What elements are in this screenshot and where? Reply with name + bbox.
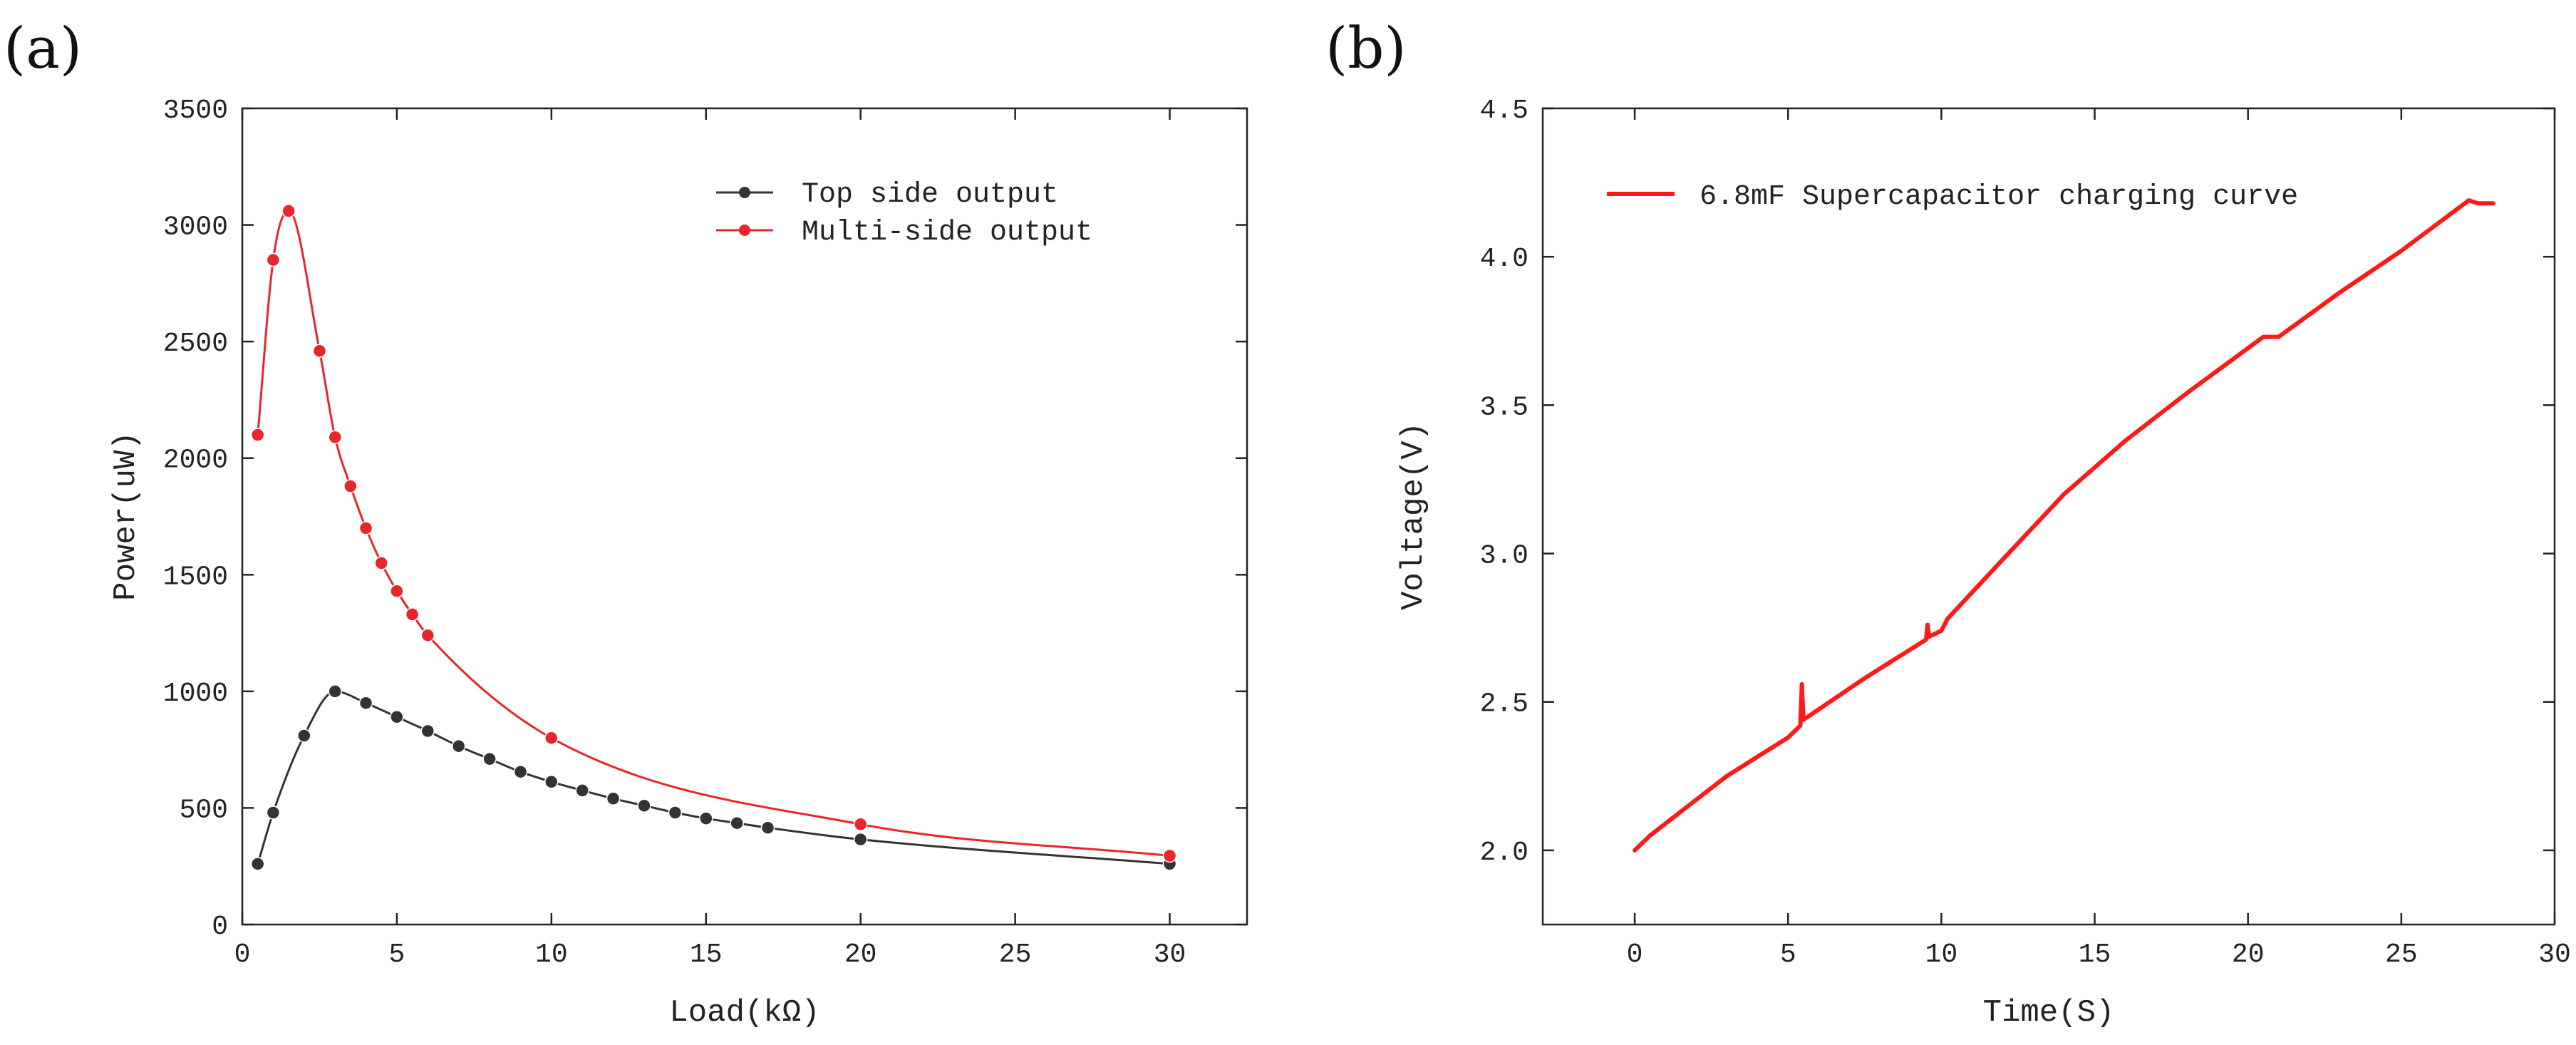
chart-a-power-vs-load: 0 5 10 15 20 25 30 0 500 1000 1500 2000 2500 3000 3500… <box>108 96 1248 1031</box>
chart-a-series-0-point-2 <box>297 729 311 743</box>
chart-b-ticks: 0 5 10 15 20 25 30 2.0 2.5 3.0 3.5 4.0 4.5 <box>1480 96 2571 970</box>
chart-b-xlabel: Time(S) <box>1983 995 2115 1031</box>
chart-a-series-1-point-6 <box>358 521 373 535</box>
chart-a-series-1-point-8 <box>390 584 404 598</box>
chart-b-ylabel: Voltage(V) <box>1396 422 1432 610</box>
legend-label-top-side: Top side output <box>802 179 1058 211</box>
chart-b-ytick-label-4: 4.0 <box>1480 244 1528 274</box>
chart-a-series-0-point-12 <box>606 791 621 806</box>
legend-marker-top-side <box>739 187 750 198</box>
chart-a-series-0-point-0 <box>250 857 265 871</box>
panel-a-label: (a) <box>4 15 82 81</box>
chart-b-ytick-label-5: 4.5 <box>1480 96 1528 126</box>
chart-a-ytick-label-3: 1500 <box>163 562 228 592</box>
chart-a-series-1-point-12 <box>853 817 868 832</box>
chart-a-series-1-point-0 <box>250 428 265 442</box>
chart-a-series-1-point-7 <box>374 556 388 570</box>
chart-b-xtick-label-5: 25 <box>2385 940 2418 970</box>
chart-a-ytick-label-0: 0 <box>212 912 228 942</box>
chart-a-series-0-point-9 <box>513 764 528 779</box>
chart-a-frame <box>241 107 1248 926</box>
legend-label-multi-side: Multi-side output <box>802 217 1092 249</box>
chart-a-series-1-point-9 <box>405 607 420 622</box>
chart-b-xtick-label-2: 10 <box>1925 940 1958 970</box>
chart-a-series-1-point-3 <box>312 344 327 358</box>
chart-a-xtick-label-6: 30 <box>1154 940 1186 970</box>
chart-a-series-1-point-13 <box>1162 848 1177 863</box>
chart-b-xtick-label-0: 0 <box>1627 940 1643 970</box>
chart-a-xtick-label-3: 15 <box>690 940 723 970</box>
chart-a-series-0-point-17 <box>760 820 775 835</box>
chart-a-series-1-point-5 <box>343 479 358 493</box>
chart-a-xtick-label-0: 0 <box>234 940 251 970</box>
chart-b-xtick-label-4: 20 <box>2232 940 2265 970</box>
legend-label-charging-curve: 6.8mF Supercapacitor charging curve <box>1700 181 2298 213</box>
chart-b-voltage-vs-time: 0 5 10 15 20 25 30 2.0 2.5 3.0 3.5 4.0 4.5 Time(S) V… <box>1396 96 2571 1031</box>
chart-a-series-1-point-1 <box>266 252 281 267</box>
chart-a-ticks: 0 5 10 15 20 25 30 0 500 1000 1500 2000 2500 3000 3500 <box>163 96 1247 970</box>
chart-a-series-0-point-1 <box>266 805 281 820</box>
chart-b-ytick-label-1: 2.5 <box>1480 689 1528 720</box>
chart-a-series-0-point-14 <box>668 805 683 820</box>
chart-a-series-0-point-4 <box>358 696 373 710</box>
legend-marker-multi-side <box>739 225 750 236</box>
chart-a-ytick-label-2: 1000 <box>163 679 228 709</box>
chart-a-ylabel: Power(uW) <box>108 431 144 601</box>
chart-b-xtick-label-1: 5 <box>1780 940 1796 970</box>
chart-a-ytick-label-6: 3000 <box>163 212 228 243</box>
chart-a-ytick-label-7: 3500 <box>163 96 228 126</box>
chart-a-ytick-label-5: 2500 <box>163 329 228 359</box>
chart-a-series-0-point-13 <box>637 798 651 813</box>
chart-a-series-1-point-4 <box>328 430 342 445</box>
chart-a-ytick-label-4: 2000 <box>163 446 228 476</box>
panel-b-label: (b) <box>1325 15 1407 81</box>
chart-a-series-0-point-5 <box>390 710 404 724</box>
chart-a-xtick-label-2: 10 <box>535 940 568 970</box>
chart-a-ytick-label-1: 500 <box>180 795 228 825</box>
chart-a-series-1-point-2 <box>281 204 296 218</box>
chart-a-series-0-point-16 <box>730 815 744 830</box>
chart-b-ytick-label-2: 3.0 <box>1480 541 1528 572</box>
chart-a-legend: Top side output Multi-side output <box>716 179 1092 249</box>
chart-a-xlabel: Load(kΩ) <box>669 995 819 1031</box>
chart-a-series-0-point-6 <box>420 724 435 738</box>
chart-b-ytick-label-3: 3.5 <box>1480 392 1528 423</box>
chart-a-series-0-point-7 <box>451 738 466 753</box>
chart-a-xtick-label-5: 25 <box>999 940 1032 970</box>
chart-a-xtick-label-4: 20 <box>844 940 877 970</box>
chart-a-series <box>250 204 1177 871</box>
chart-a-series-0-point-8 <box>482 751 497 766</box>
chart-a-series-0-point-15 <box>699 811 713 825</box>
chart-a-series-1-point-11 <box>544 731 559 746</box>
chart-a-series-1-point-10 <box>420 628 435 643</box>
chart-b-series-line-0 <box>1633 198 2495 853</box>
chart-b-frame <box>1541 107 2556 926</box>
chart-b-legend: 6.8mF Supercapacitor charging curve <box>1607 181 2298 213</box>
chart-b-xtick-label-3: 15 <box>2079 940 2111 970</box>
chart-a-series-0-point-18 <box>853 832 868 847</box>
chart-a-xtick-label-1: 5 <box>389 940 405 970</box>
chart-a-series-0-point-11 <box>575 783 589 798</box>
chart-b-xtick-label-6: 30 <box>2538 940 2571 970</box>
chart-a-series-0-point-3 <box>328 684 342 699</box>
chart-a-series-0-point-10 <box>544 775 559 789</box>
chart-b-ytick-label-0: 2.0 <box>1480 838 1528 868</box>
chart-b-series <box>1633 198 2495 853</box>
chart-a-series-line-1 <box>257 210 1171 857</box>
